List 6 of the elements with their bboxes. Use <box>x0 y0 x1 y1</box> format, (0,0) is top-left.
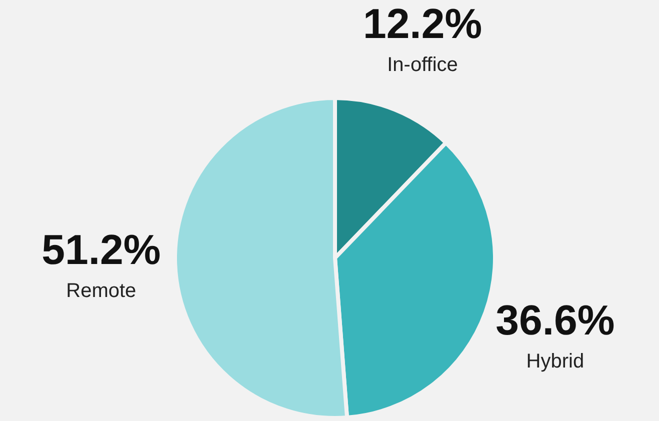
data-label: 36.6% <box>496 296 615 344</box>
data-label: 12.2% <box>362 0 482 47</box>
slice-label: Hybrid <box>526 350 584 372</box>
slice-label: Remote <box>66 280 136 302</box>
data-label: 51.2% <box>42 226 161 273</box>
slice-label: In-office <box>387 54 458 76</box>
